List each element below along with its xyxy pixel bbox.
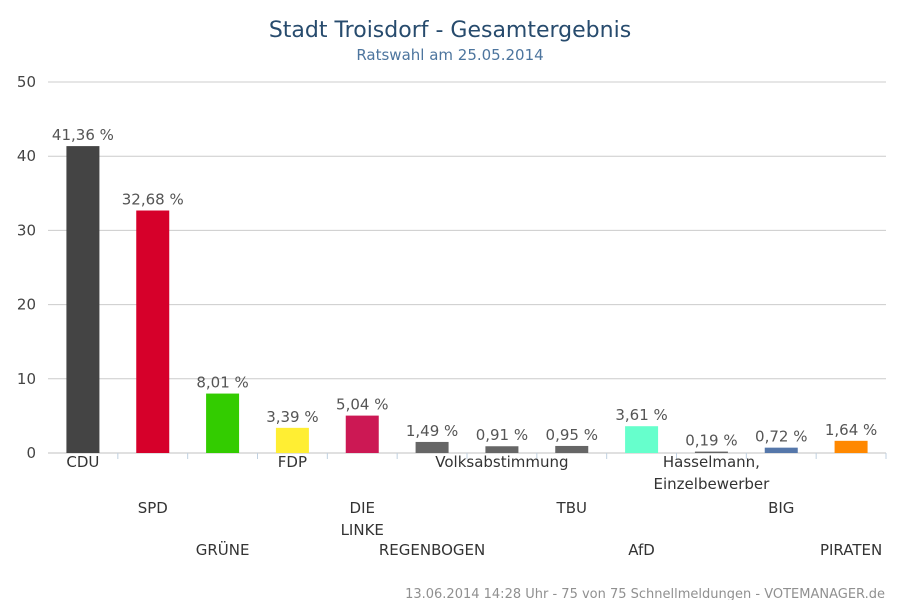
x-category-label: CDU (66, 453, 99, 471)
x-category-label: FDP (278, 453, 307, 471)
bar (66, 146, 100, 453)
y-tick-label: 20 (17, 296, 36, 314)
y-tick-label: 50 (17, 73, 36, 91)
data-label: 41,36 % (52, 126, 114, 144)
bar (206, 393, 240, 453)
bar (834, 440, 868, 453)
bar (555, 445, 589, 453)
data-label: 0,91 % (476, 426, 528, 444)
y-tick-label: 10 (17, 370, 36, 388)
x-category-label: TBU (556, 499, 587, 517)
x-category-label: AfD (628, 541, 655, 559)
x-category-label: SPD (138, 499, 168, 517)
chart-title: Stadt Troisdorf - Gesamtergebnis (269, 18, 631, 43)
y-tick-label: 30 (17, 221, 36, 239)
data-labels: 41,36 % 32,68 % 8,01 % 3,39 % 5,04 % 1,49 % 0,… (52, 126, 877, 449)
x-category-label: REGENBOGEN (379, 541, 485, 559)
data-label: 1,49 % (406, 422, 458, 440)
y-tick-label: 0 (26, 444, 36, 462)
x-category-label: PIRATEN (820, 541, 882, 559)
bars (66, 146, 868, 453)
x-category-label: DIE LINKE (341, 499, 384, 539)
bar (694, 451, 728, 453)
x-axis: CDU SPD GRÜNE FDP DIE LINKE REGENBOGEN Volksabs… (66, 453, 887, 559)
data-label: 0,95 % (546, 426, 598, 444)
bar (625, 426, 659, 453)
data-label: 32,68 % (122, 191, 184, 209)
bar (764, 447, 798, 453)
y-tick-label: 40 (17, 147, 36, 165)
bar (345, 415, 379, 453)
data-label: 3,39 % (266, 408, 318, 426)
x-category-label: BIG (768, 499, 794, 517)
y-axis: 0 10 20 30 40 50 (17, 73, 36, 462)
data-label: 1,64 % (825, 421, 877, 439)
bar (275, 427, 309, 453)
data-label: 0,72 % (755, 428, 807, 446)
footer-credit: 13.06.2014 14:28 Uhr - 75 von 75 Schnell… (405, 587, 885, 600)
bar (415, 441, 449, 453)
data-label: 3,61 % (615, 406, 667, 424)
data-label: 8,01 % (196, 374, 248, 392)
data-label: 5,04 % (336, 396, 388, 414)
bar (485, 446, 519, 453)
x-category-label: Volksabstimmung (435, 453, 568, 471)
bar (136, 210, 170, 453)
x-category-label: Hasselmann, Einzelbewerber (654, 453, 771, 493)
grid-lines (48, 81, 886, 454)
x-category-label: GRÜNE (196, 540, 250, 559)
chart-subtitle: Ratswahl am 25.05.2014 (356, 46, 543, 64)
data-label: 0,19 % (685, 432, 737, 450)
